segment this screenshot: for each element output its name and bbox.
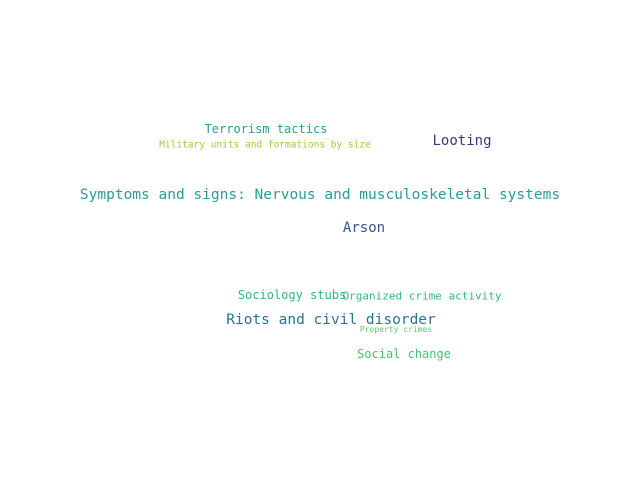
word-arson: Arson	[342, 220, 386, 236]
word-terrorism-tactics: Terrorism tactics	[204, 122, 328, 136]
word-symptoms-signs: Symptoms and signs: Nervous and musculos…	[79, 186, 561, 203]
word-looting: Looting	[432, 133, 492, 149]
word-organized-crime: Organized crime activity	[342, 289, 502, 303]
word-riots-civil-disorder: Riots and civil disorder	[226, 311, 436, 328]
word-military-units: Military units and formations by size	[159, 139, 371, 151]
word-sociology-stubs: Sociology stubs	[237, 288, 347, 302]
word-property-crimes: Property crimes	[359, 325, 433, 334]
word-social-change: Social change	[357, 347, 451, 361]
